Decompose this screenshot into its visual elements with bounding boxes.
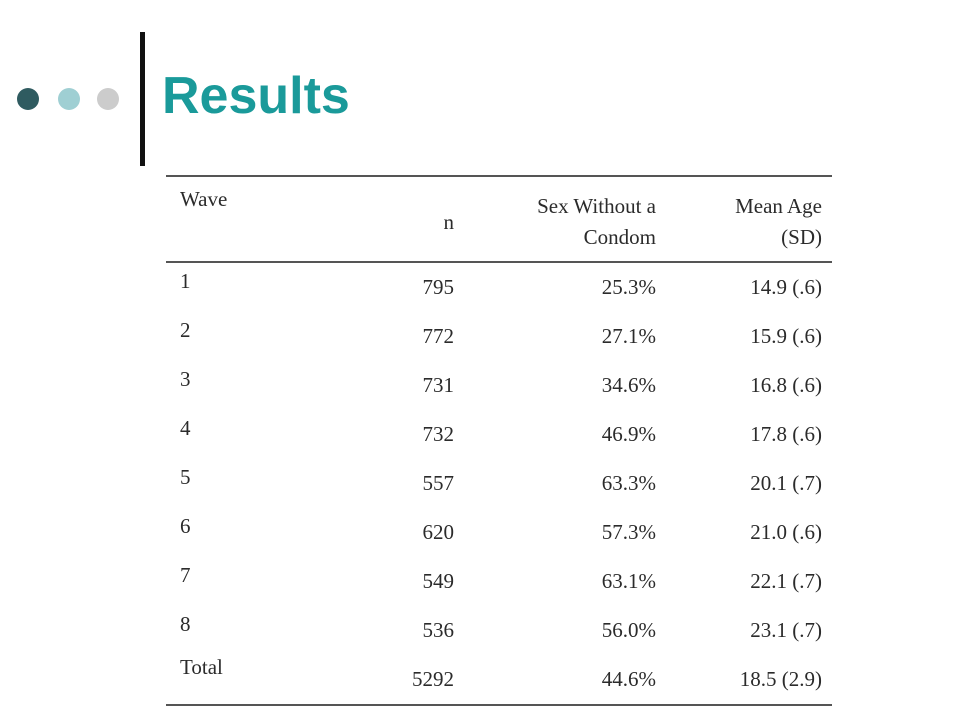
cell-mean-age: 15.9 (.6) bbox=[750, 324, 822, 348]
cell-mean-age: 17.8 (.6) bbox=[750, 422, 822, 446]
table-row: 4 732 46.9% 17.8 (.6) bbox=[166, 410, 832, 459]
cell-sex-without-condom: 34.6% bbox=[601, 373, 656, 397]
decorative-dot-dark bbox=[17, 88, 39, 110]
table-row: 3 731 34.6% 16.8 (.6) bbox=[166, 361, 832, 410]
cell-sex-without-condom: 63.3% bbox=[601, 471, 656, 495]
cell-mean-age: 14.9 (.6) bbox=[750, 275, 822, 299]
cell-wave: 1 bbox=[180, 269, 191, 293]
cell-wave: 7 bbox=[180, 563, 191, 587]
header-mean-age: Mean Age (SD) bbox=[735, 191, 822, 253]
table-row: 6 620 57.3% 21.0 (.6) bbox=[166, 508, 832, 557]
cell-sex-without-condom: 63.1% bbox=[601, 569, 656, 593]
cell-n: 536 bbox=[422, 618, 455, 642]
table-row: 7 549 63.1% 22.1 (.7) bbox=[166, 557, 832, 606]
decorative-dot-gray bbox=[97, 88, 119, 110]
cell-n: 549 bbox=[422, 569, 455, 593]
cell-n: 772 bbox=[422, 324, 455, 348]
header-sex-without-condom: Sex Without a Condom bbox=[537, 191, 656, 253]
cell-sex-without-condom: 56.0% bbox=[601, 618, 656, 642]
cell-n: 557 bbox=[422, 471, 455, 495]
header-sex-line2: Condom bbox=[583, 225, 656, 249]
table-row: 8 536 56.0% 23.1 (.7) bbox=[166, 606, 832, 655]
cell-mean-age: 20.1 (.7) bbox=[750, 471, 822, 495]
cell-n: 5292 bbox=[412, 667, 454, 691]
cell-n: 620 bbox=[422, 520, 455, 544]
cell-mean-age: 18.5 (2.9) bbox=[739, 667, 822, 691]
cell-mean-age: 21.0 (.6) bbox=[750, 520, 822, 544]
cell-sex-without-condom: 25.3% bbox=[601, 275, 656, 299]
table-row: 5 557 63.3% 20.1 (.7) bbox=[166, 459, 832, 508]
cell-mean-age: 16.8 (.6) bbox=[750, 373, 822, 397]
header-wave: Wave bbox=[180, 187, 228, 211]
header-age-line1: Mean Age bbox=[735, 194, 822, 218]
table-row: 2 772 27.1% 15.9 (.6) bbox=[166, 312, 832, 361]
results-table: Wave n Sex Without a Condom Mean Age (SD… bbox=[166, 175, 832, 706]
cell-n: 795 bbox=[422, 275, 455, 299]
table-row: Total 5292 44.6% 18.5 (2.9) bbox=[166, 655, 832, 704]
cell-n: 732 bbox=[422, 422, 455, 446]
cell-wave: 4 bbox=[180, 416, 191, 440]
header-n: n bbox=[443, 210, 455, 234]
cell-wave: 5 bbox=[180, 465, 191, 489]
cell-mean-age: 23.1 (.7) bbox=[750, 618, 822, 642]
cell-n: 731 bbox=[422, 373, 455, 397]
cell-sex-without-condom: 44.6% bbox=[601, 667, 656, 691]
cell-wave: 3 bbox=[180, 367, 191, 391]
cell-wave: Total bbox=[180, 655, 223, 679]
cell-sex-without-condom: 27.1% bbox=[601, 324, 656, 348]
cell-sex-without-condom: 46.9% bbox=[601, 422, 656, 446]
cell-sex-without-condom: 57.3% bbox=[601, 520, 656, 544]
decorative-dot-teal bbox=[58, 88, 80, 110]
table-body: 1 795 25.3% 14.9 (.6) 2 772 27.1% 15.9 (.6) 3 731… bbox=[166, 263, 832, 704]
header-age-line2: (SD) bbox=[781, 225, 822, 249]
header-sex-line1: Sex Without a bbox=[537, 194, 656, 218]
slide-title: Results bbox=[162, 67, 350, 125]
cell-wave: 8 bbox=[180, 612, 191, 636]
table-row: 1 795 25.3% 14.9 (.6) bbox=[166, 263, 832, 312]
cell-wave: 2 bbox=[180, 318, 191, 342]
table-header-row: Wave n Sex Without a Condom Mean Age (SD… bbox=[166, 177, 832, 263]
title-divider bbox=[140, 32, 145, 166]
cell-mean-age: 22.1 (.7) bbox=[750, 569, 822, 593]
cell-wave: 6 bbox=[180, 514, 191, 538]
